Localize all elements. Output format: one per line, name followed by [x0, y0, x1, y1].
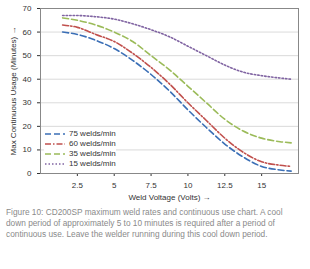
html-text:60 welds/min: 60 welds/min [69, 139, 116, 148]
svg-text:7.5: 7.5 [146, 181, 158, 190]
svg-text:2.5: 2.5 [72, 181, 84, 190]
svg-text:10: 10 [183, 181, 192, 190]
svg-text:50: 50 [23, 51, 32, 60]
html-text:35 welds/min: 35 welds/min [69, 149, 116, 158]
svg-text:15: 15 [257, 181, 266, 190]
html-text:Figure 10: CD200SP maximum wel: Figure 10: CD200SP maximum weld rates an… [6, 207, 283, 239]
svg-text:Max Continuous Usage (Minutes): Max Continuous Usage (Minutes) → [9, 27, 18, 156]
svg-text:40: 40 [23, 75, 32, 84]
svg-text:5: 5 [112, 181, 117, 190]
svg-text:Weld Voltage (Volts) →: Weld Voltage (Volts) → [128, 193, 210, 202]
svg-text:60: 60 [23, 28, 32, 37]
svg-text:30: 30 [23, 98, 32, 107]
svg-text:0: 0 [27, 169, 32, 178]
svg-text:20: 20 [23, 122, 32, 131]
svg-text:70: 70 [23, 4, 32, 13]
html-text:15 welds/min: 15 welds/min [69, 159, 116, 168]
html-text:75 welds/min: 75 welds/min [69, 129, 116, 138]
svg-text:10: 10 [23, 145, 32, 154]
svg-text:12.5: 12.5 [217, 181, 233, 190]
